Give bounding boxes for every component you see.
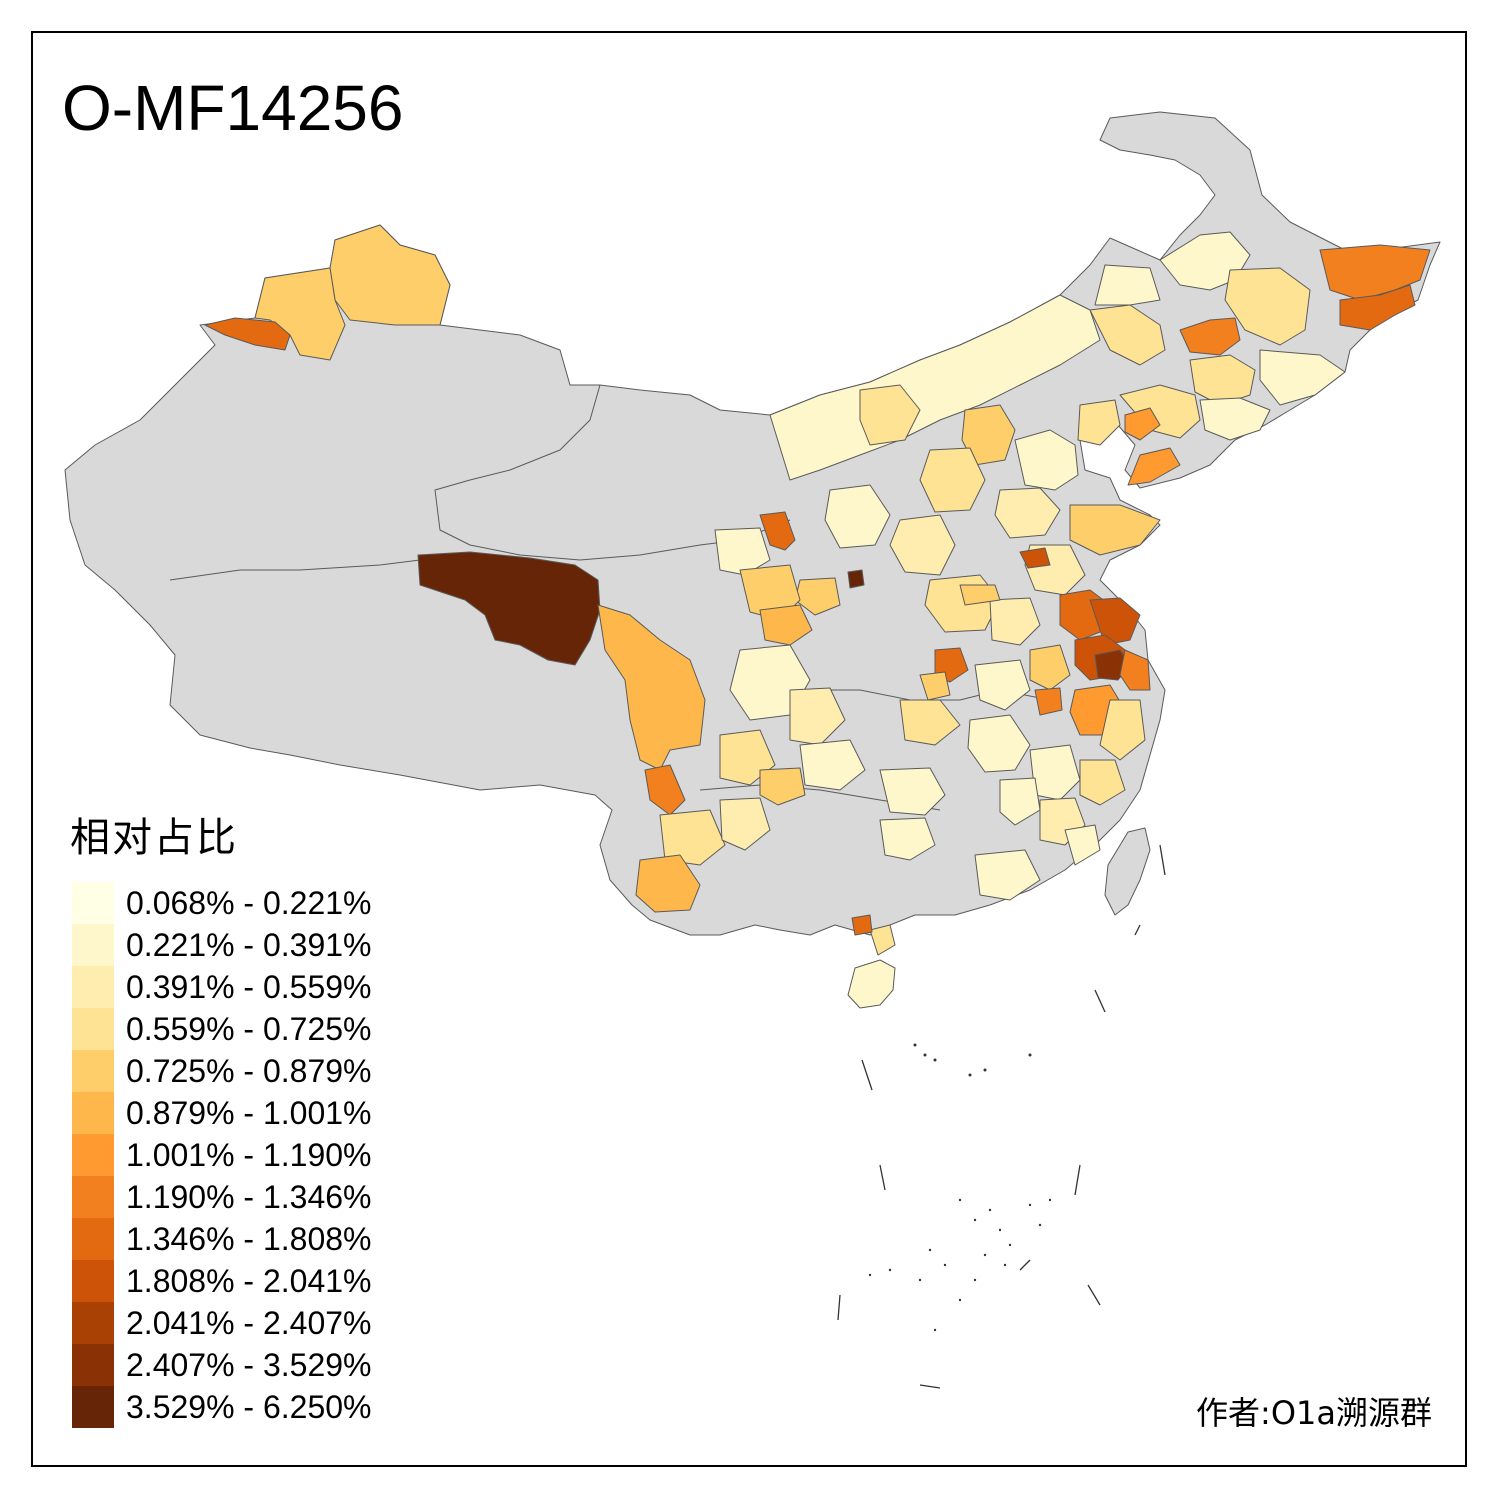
region-zhejiang-b [1099,699,1146,761]
legend-label: 3.529% - 6.250% [126,1389,372,1425]
legend-title: 相对占比 [70,815,238,861]
legend-swatch [72,924,114,966]
region-tacheng [254,267,346,361]
region-hebei-b [994,487,1061,539]
legend-label: 0.391% - 0.559% [126,969,372,1005]
region-fujian-b [1064,824,1101,866]
legend-swatch [72,1218,114,1260]
region-zhengzhou [959,584,1001,606]
region-jinan [1019,547,1051,569]
legend-swatch [72,1050,114,1092]
region-fujian-a [1079,759,1126,806]
legend-label: 1.190% - 1.346% [126,1179,372,1215]
region-dalian [1127,447,1181,486]
legend-swatch [72,1092,114,1134]
legend-swatch [72,1260,114,1302]
region-guangdong-b [869,924,896,956]
region-shaanxi-a [824,484,891,549]
legend-swatch [72,1008,114,1050]
region-yunnan-s [635,854,701,913]
region-jiamusi [1319,244,1431,301]
region-nei-b [961,404,1016,466]
region-shanghai [1119,649,1151,691]
region-xinyang [999,777,1041,826]
legend-label: 0.559% - 0.725% [126,1011,372,1047]
region-hubei-b [974,659,1031,711]
region-ningxia [759,511,796,551]
region-altay [329,224,451,326]
region-nei-mid [859,384,921,446]
region-shanxi-a [919,447,986,513]
taiwan [1104,827,1151,916]
map-title: O-MF14256 [62,72,404,144]
region-sichuan-b [789,687,846,746]
region-yunnan-nw [644,764,686,816]
region-liaoning-b [1124,407,1161,441]
region-yunnan-b [719,797,771,851]
region-heihe [1159,231,1251,291]
region-hebei-a [1014,429,1079,491]
region-bortala [204,317,291,351]
region-tianshui [759,604,813,646]
legend-label: 0.879% - 1.001% [126,1095,372,1131]
region-nei-west [769,294,1101,481]
region-jilin [1189,354,1256,406]
region-hubei-c [899,699,961,746]
legend-label: 2.041% - 2.407% [126,1305,372,1341]
region-anhui-a [1029,644,1071,691]
legend-swatch [72,1134,114,1176]
region-shanxi-b [889,514,956,576]
legend-swatch [72,882,114,924]
region-chongqing [799,739,866,791]
legend-swatch [72,1386,114,1428]
region-hulunbuir [1094,264,1161,306]
region-leshan [759,767,806,806]
region-guangdong-a [974,849,1041,901]
legend-label: 0.068% - 0.221% [126,885,372,921]
legend-label: 0.221% - 0.391% [126,927,372,963]
region-chifeng [1077,399,1121,446]
region-hubei-a [919,671,951,701]
region-ganzi [597,604,706,771]
region-xian [847,569,865,589]
legend-label: 1.808% - 2.041% [126,1263,372,1299]
legend-label: 1.346% - 1.808% [126,1221,372,1257]
region-yanbian [1259,349,1346,406]
hainan [847,959,896,1009]
legend-label: 1.001% - 1.190% [126,1137,372,1173]
region-gansu-a [714,527,771,576]
legend-swatch [72,1176,114,1218]
region-hunan-a [967,714,1031,773]
region-guangxi-a [879,817,936,861]
author-credit: 作者:O1a溯源群 [1196,1394,1432,1432]
region-yushu [417,551,601,666]
legend-label: 2.407% - 3.529% [126,1347,372,1383]
region-liaoning-c [1199,397,1271,441]
legend-swatch [72,1302,114,1344]
region-henan-b [989,597,1041,646]
region-yunnan-a [659,809,726,866]
region-shandong-a [1069,504,1161,556]
legend-label: 0.725% - 0.879% [126,1053,372,1089]
region-zhanjiang [851,914,873,936]
legend-swatch [72,966,114,1008]
region-harbin [1179,317,1241,356]
region-hunan-b [879,767,946,816]
legend-swatch [72,1344,114,1386]
region-jixi [1339,284,1416,331]
region-yichun [1224,267,1311,346]
region-anhui-b [1034,687,1063,716]
